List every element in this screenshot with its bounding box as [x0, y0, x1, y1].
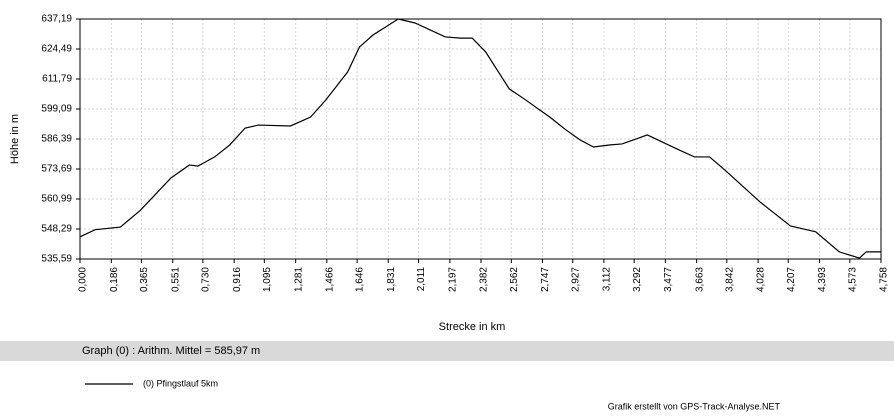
summary: Graph (0) : Arithm. Mittel = 585,97 m [82, 345, 260, 357]
y-tick-label: 611,79 [42, 74, 72, 85]
x-tick-label: 3,477 [663, 267, 674, 292]
x-tick-label: 1,095 [262, 267, 273, 292]
x-tick-label: 0,730 [201, 267, 212, 292]
x-tick-label: 0,365 [139, 267, 150, 292]
x-axis-label: Strecke in km [439, 321, 506, 333]
x-tick-label: 0,916 [232, 267, 243, 292]
x-tick-label: 3,292 [632, 267, 643, 292]
y-tick-label: 548,29 [41, 224, 72, 235]
y-tick-label: 573,69 [41, 164, 72, 175]
x-tick-label: 4,028 [756, 267, 767, 292]
summary-band [0, 341, 894, 361]
x-tick-label: 1,281 [293, 267, 304, 292]
x-tick-label: 2,747 [540, 267, 551, 292]
y-tick-label: 637,19 [41, 14, 72, 25]
x-tick-label: 1,831 [386, 267, 397, 292]
x-tick-label: 2,382 [479, 267, 490, 292]
x-tick-label: 0,551 [170, 267, 181, 292]
x-tick-label: 2,011 [416, 267, 427, 292]
y-tick-label: 586,39 [41, 134, 72, 145]
y-tick-label: 599,09 [41, 104, 72, 115]
plot-frame [79, 18, 882, 260]
legend-label: (0) Pfingstlauf 5km [143, 378, 218, 388]
x-tick-label: 0,186 [109, 267, 120, 292]
line [79, 18, 881, 259]
x-tick-label: 4,758 [879, 267, 890, 292]
y-axis-label: Höhe in m [9, 114, 21, 164]
x-tick-label: 2,197 [448, 267, 459, 292]
x-tick-label: 2,927 [570, 267, 581, 292]
x-tick-label: 4,393 [817, 267, 828, 292]
x-tick-label: 3,842 [724, 267, 735, 292]
x-tick-label: 4,207 [786, 267, 797, 292]
credit: Grafik erstellt von GPS-Track-Analyse.NE… [608, 401, 781, 411]
y-tick-label: 624,49 [41, 44, 72, 55]
x-tick-label: 3,112 [602, 267, 613, 292]
y-tick-label: 560,99 [41, 194, 72, 205]
x-tick-label: 0,000 [78, 267, 89, 292]
x-tick-label: 4,573 [847, 267, 858, 292]
x-tick-label: 2,562 [509, 267, 520, 292]
x-tick-label: 1,646 [355, 267, 366, 292]
y-tick-label: 535,59 [41, 254, 72, 265]
x-tick-label: 1,466 [324, 267, 335, 292]
x-tick-label: 3,663 [694, 267, 705, 292]
